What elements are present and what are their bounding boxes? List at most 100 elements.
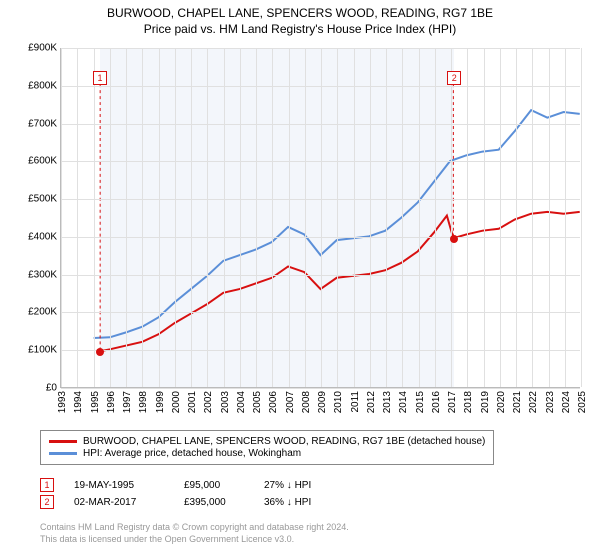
gridline-v bbox=[516, 48, 517, 387]
x-axis-label: 2022 bbox=[528, 391, 539, 413]
y-axis-label: £700K bbox=[28, 118, 57, 129]
annotation-price: £95,000 bbox=[184, 480, 264, 491]
x-axis-label: 2013 bbox=[382, 391, 393, 413]
y-axis-label: £0 bbox=[46, 383, 57, 394]
gridline-v bbox=[77, 48, 78, 387]
annotation-pct: 27% ↓ HPI bbox=[264, 480, 364, 491]
legend-item: HPI: Average price, detached house, Woki… bbox=[49, 448, 485, 459]
y-axis-label: £500K bbox=[28, 194, 57, 205]
gridline-v bbox=[354, 48, 355, 387]
x-axis-label: 2015 bbox=[415, 391, 426, 413]
x-axis-label: 1994 bbox=[73, 391, 84, 413]
x-axis-label: 2001 bbox=[187, 391, 198, 413]
x-axis-label: 2006 bbox=[268, 391, 279, 413]
x-axis-label: 2003 bbox=[220, 391, 231, 413]
annotation-date: 19-MAY-1995 bbox=[74, 480, 184, 491]
y-axis-label: £300K bbox=[28, 269, 57, 280]
annotation-row: 2 02-MAR-2017£395,00036% ↓ HPI bbox=[40, 495, 364, 509]
series-price_paid bbox=[100, 212, 580, 351]
x-axis-label: 2017 bbox=[447, 391, 458, 413]
gridline-h bbox=[61, 388, 580, 389]
legend-item: BURWOOD, CHAPEL LANE, SPENCERS WOOD, REA… bbox=[49, 436, 485, 447]
annotation-number-box: 2 bbox=[40, 495, 54, 509]
gridline-v bbox=[435, 48, 436, 387]
gridline-v bbox=[581, 48, 582, 387]
attribution-line-1: Contains HM Land Registry data © Crown c… bbox=[40, 522, 349, 534]
annotation-date: 02-MAR-2017 bbox=[74, 497, 184, 508]
gridline-v bbox=[549, 48, 550, 387]
gridline-v bbox=[191, 48, 192, 387]
gridline-v bbox=[370, 48, 371, 387]
sale-annotations: 1 19-MAY-1995£95,00027% ↓ HPI 2 02-MAR-2017… bbox=[40, 475, 364, 512]
gridline-v bbox=[532, 48, 533, 387]
gridline-v bbox=[419, 48, 420, 387]
y-axis-label: £200K bbox=[28, 307, 57, 318]
gridline-v bbox=[500, 48, 501, 387]
annotation-pct: 36% ↓ HPI bbox=[264, 497, 364, 508]
attribution-text: Contains HM Land Registry data © Crown c… bbox=[40, 522, 349, 545]
x-axis-label: 2007 bbox=[285, 391, 296, 413]
chart-title: BURWOOD, CHAPEL LANE, SPENCERS WOOD, REA… bbox=[0, 6, 600, 20]
x-axis-label: 1993 bbox=[57, 391, 68, 413]
x-axis-label: 2012 bbox=[366, 391, 377, 413]
chart-subtitle: Price paid vs. HM Land Registry's House … bbox=[0, 22, 600, 36]
x-axis-label: 2016 bbox=[431, 391, 442, 413]
x-axis-label: 1996 bbox=[106, 391, 117, 413]
x-axis-label: 1999 bbox=[155, 391, 166, 413]
gridline-v bbox=[272, 48, 273, 387]
gridline-v bbox=[451, 48, 452, 387]
gridline-v bbox=[110, 48, 111, 387]
x-axis-label: 1998 bbox=[138, 391, 149, 413]
x-axis-label: 2010 bbox=[333, 391, 344, 413]
annotation-number-box: 1 bbox=[40, 478, 54, 492]
x-axis-label: 2000 bbox=[171, 391, 182, 413]
gridline-v bbox=[386, 48, 387, 387]
plot-background: £0£100K£200K£300K£400K£500K£600K£700K£80… bbox=[60, 48, 580, 388]
legend-label: HPI: Average price, detached house, Woki… bbox=[83, 448, 301, 459]
x-axis-label: 1995 bbox=[90, 391, 101, 413]
gridline-v bbox=[337, 48, 338, 387]
gridline-v bbox=[402, 48, 403, 387]
gridline-v bbox=[126, 48, 127, 387]
gridline-v bbox=[305, 48, 306, 387]
x-axis-label: 2020 bbox=[496, 391, 507, 413]
x-axis-label: 2024 bbox=[561, 391, 572, 413]
marker-dot bbox=[96, 348, 104, 356]
y-axis-label: £400K bbox=[28, 231, 57, 242]
gridline-v bbox=[175, 48, 176, 387]
gridline-v bbox=[142, 48, 143, 387]
marker-box: 2 bbox=[447, 71, 461, 85]
x-axis-label: 2021 bbox=[512, 391, 523, 413]
x-axis-label: 2009 bbox=[317, 391, 328, 413]
attribution-line-2: This data is licensed under the Open Gov… bbox=[40, 534, 349, 546]
gridline-v bbox=[240, 48, 241, 387]
chart-legend: BURWOOD, CHAPEL LANE, SPENCERS WOOD, REA… bbox=[40, 430, 494, 465]
legend-swatch bbox=[49, 452, 77, 455]
gridline-v bbox=[94, 48, 95, 387]
gridline-v bbox=[207, 48, 208, 387]
y-axis-label: £100K bbox=[28, 345, 57, 356]
x-axis-label: 2011 bbox=[350, 391, 361, 413]
gridline-v bbox=[256, 48, 257, 387]
chart-plot-area: £0£100K£200K£300K£400K£500K£600K£700K£80… bbox=[60, 48, 580, 388]
gridline-v bbox=[224, 48, 225, 387]
x-axis-label: 2004 bbox=[236, 391, 247, 413]
annotation-price: £395,000 bbox=[184, 497, 264, 508]
legend-label: BURWOOD, CHAPEL LANE, SPENCERS WOOD, REA… bbox=[83, 436, 485, 447]
marker-dot bbox=[450, 235, 458, 243]
y-axis-label: £800K bbox=[28, 80, 57, 91]
x-axis-label: 2008 bbox=[301, 391, 312, 413]
gridline-v bbox=[289, 48, 290, 387]
gridline-v bbox=[159, 48, 160, 387]
marker-box: 1 bbox=[93, 71, 107, 85]
gridline-v bbox=[321, 48, 322, 387]
x-axis-label: 2025 bbox=[577, 391, 588, 413]
x-axis-label: 1997 bbox=[122, 391, 133, 413]
gridline-v bbox=[484, 48, 485, 387]
x-axis-label: 2019 bbox=[480, 391, 491, 413]
x-axis-label: 2005 bbox=[252, 391, 263, 413]
x-axis-label: 2023 bbox=[545, 391, 556, 413]
legend-swatch bbox=[49, 440, 77, 443]
x-axis-label: 2018 bbox=[463, 391, 474, 413]
x-axis-label: 2014 bbox=[398, 391, 409, 413]
